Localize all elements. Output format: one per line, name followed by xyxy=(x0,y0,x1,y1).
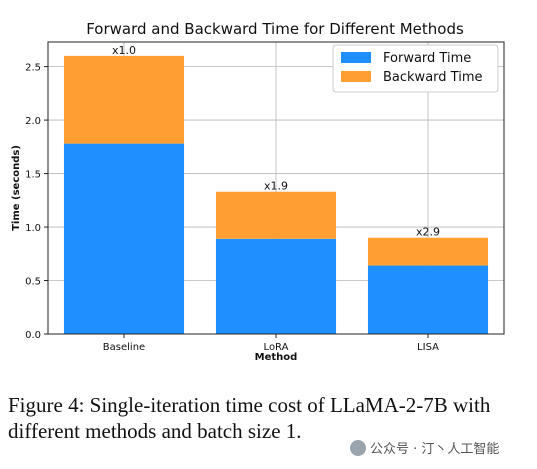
bar-annotations: x1.0 x1.9 x2.9 xyxy=(112,44,440,239)
bar-forward xyxy=(215,238,337,334)
y-axis-ticks: 0.0 0.5 1.0 1.5 2.0 2.5 xyxy=(25,63,48,341)
legend-label-forward: Forward Time xyxy=(383,51,471,66)
y-tick-label: 1.5 xyxy=(25,170,41,181)
x-axis-label: Method xyxy=(255,352,298,363)
legend-swatch-forward xyxy=(341,52,371,63)
x-tick-label: LoRA xyxy=(264,342,289,353)
bar-forward xyxy=(63,143,185,334)
y-tick-label: 2.0 xyxy=(25,116,41,127)
x-tick-label: Baseline xyxy=(103,342,145,353)
y-axis-label: Time (seconds) xyxy=(11,145,22,231)
legend-box xyxy=(332,44,499,93)
bar-backward xyxy=(63,55,185,144)
x-axis-ticks: Baseline LoRA LISA xyxy=(103,334,439,353)
y-tick-label: 0.0 xyxy=(25,330,41,341)
y-tick-label: 2.5 xyxy=(25,63,41,74)
chart: Forward and Backward Time for Different … xyxy=(11,20,505,363)
watermark: 公众号 · 汀丶人工智能 xyxy=(350,438,499,457)
x-tick-label: LISA xyxy=(417,342,439,353)
bar-annotation: x1.0 xyxy=(112,44,136,57)
legend: Forward Time Backward Time xyxy=(332,44,499,93)
y-tick-label: 1.0 xyxy=(25,223,41,234)
bar-backward xyxy=(215,191,337,239)
figure-caption: Figure 4: Single-iteration time cost of … xyxy=(8,393,491,443)
bar-backward xyxy=(367,237,489,266)
y-tick-label: 0.5 xyxy=(25,277,41,288)
bar-forward xyxy=(367,265,489,334)
bar-annotation: x2.9 xyxy=(416,226,440,239)
chart-title: Forward and Backward Time for Different … xyxy=(86,20,464,38)
bar-annotation: x1.9 xyxy=(264,180,288,193)
bars xyxy=(63,55,489,334)
wechat-icon xyxy=(350,440,366,456)
watermark-text: 公众号 · 汀丶人工智能 xyxy=(370,442,500,457)
legend-label-backward: Backward Time xyxy=(383,70,482,85)
legend-swatch-backward xyxy=(341,71,371,82)
